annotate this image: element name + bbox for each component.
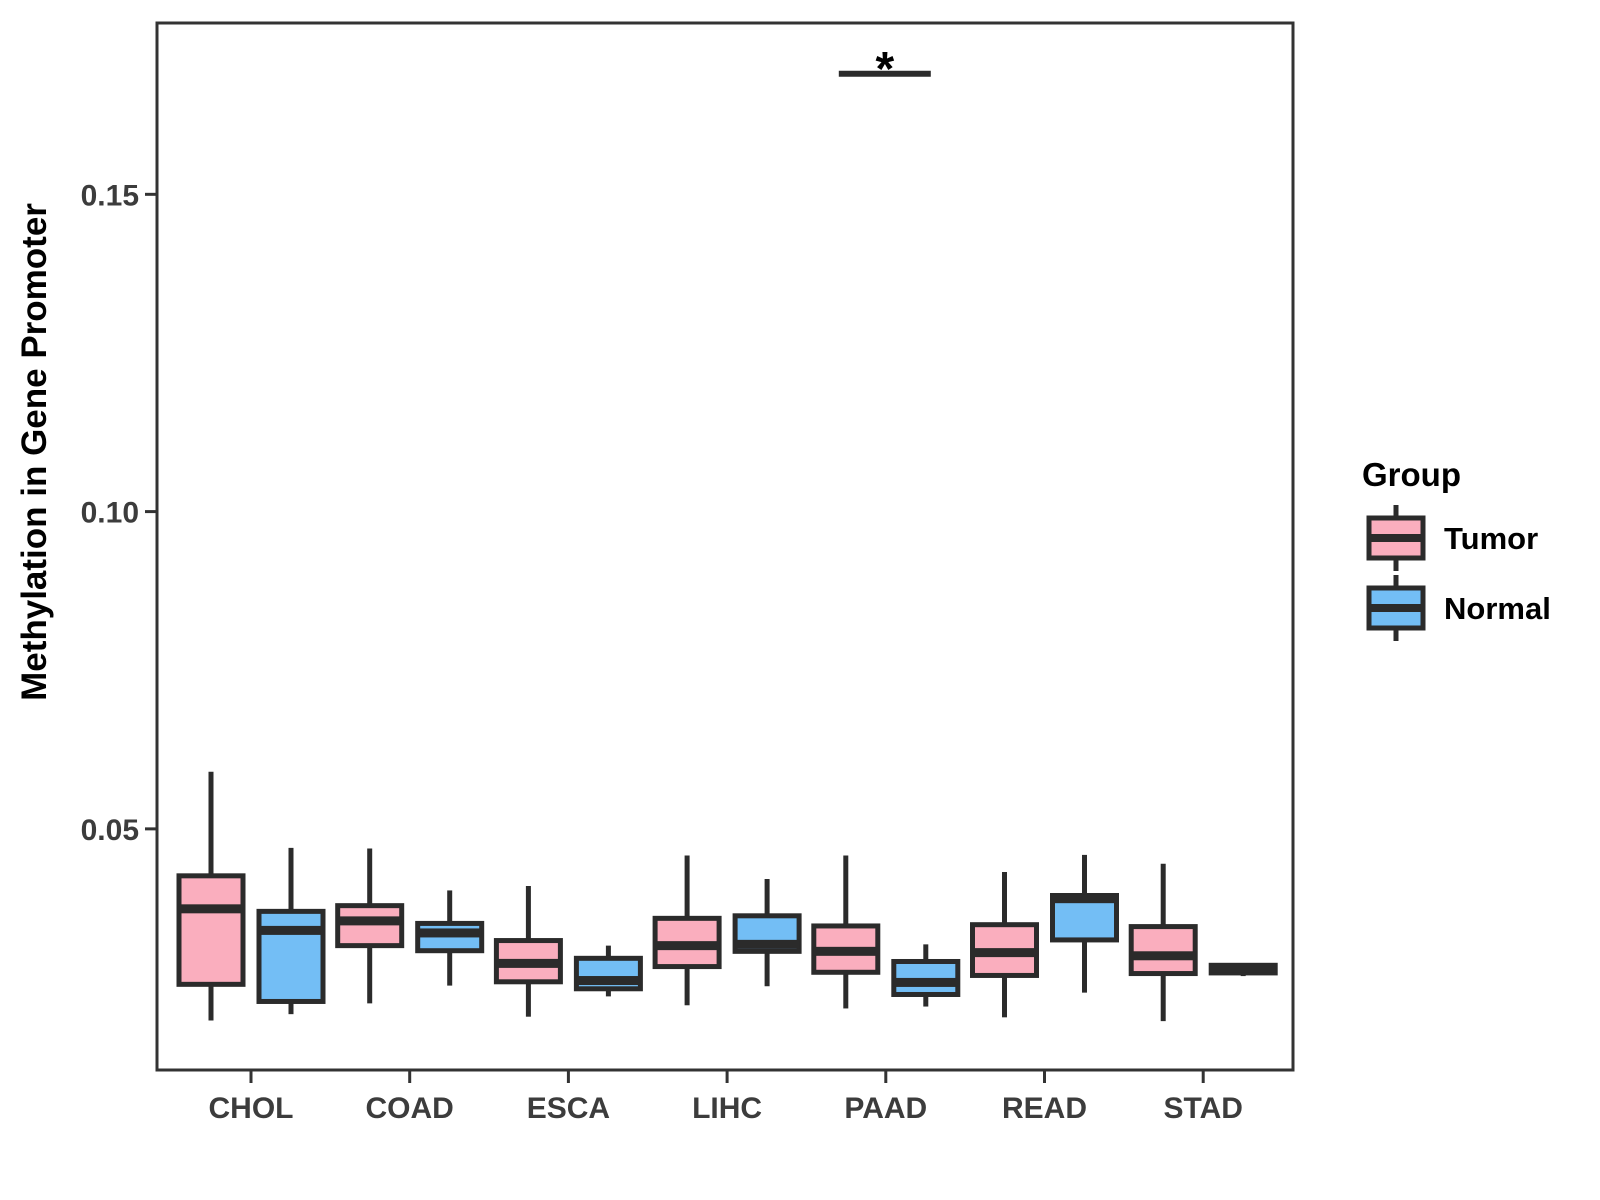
boxplot-coad-tumor-median xyxy=(337,916,402,926)
boxplot-stad-tumor-median xyxy=(1131,951,1196,961)
y-tick-label: 0.15 xyxy=(81,179,139,212)
boxplot-esca-normal-median xyxy=(576,976,641,986)
boxplot-esca-tumor-median xyxy=(496,958,561,968)
legend: Group Tumor Normal xyxy=(1362,456,1551,641)
legend-tumor-median xyxy=(1369,534,1423,542)
boxplot-lihc-normal-median xyxy=(735,939,800,949)
x-tick-label: CHOL xyxy=(209,1092,294,1125)
significance-star: * xyxy=(875,43,894,96)
boxplot-chol-tumor-box xyxy=(176,873,246,987)
y-axis-title: Methylation in Gene Promoter xyxy=(15,203,54,701)
x-tick-label: LIHC xyxy=(692,1092,762,1125)
legend-key-normal xyxy=(1366,575,1426,641)
x-tick-label: READ xyxy=(1002,1092,1087,1125)
boxplot-chol-tumor-median xyxy=(179,904,243,914)
x-tick-label: COAD xyxy=(366,1092,454,1125)
x-tick-label: STAD xyxy=(1163,1092,1242,1125)
x-tick-label: ESCA xyxy=(527,1092,610,1125)
legend-normal-median xyxy=(1369,604,1423,612)
legend-key-tumor xyxy=(1366,505,1426,571)
boxplot-lihc-tumor-median xyxy=(655,941,720,951)
boxplot-stad-tumor-box xyxy=(1128,924,1198,977)
boxplot-paad-tumor-median xyxy=(813,946,878,956)
plot-panel: 0.05 0.10 0.15 CHOL COAD ESCA LIHC PAAD READ STAD… xyxy=(81,21,1295,1125)
boxplot-chol-normal-box xyxy=(256,908,326,1004)
x-tick-label: PAAD xyxy=(844,1092,927,1125)
boxplot-read-normal-median xyxy=(1052,894,1117,904)
boxplot-coad-normal-median xyxy=(417,928,482,938)
y-tick-label: 0.10 xyxy=(81,497,139,530)
boxplot-chol-normal-median xyxy=(259,925,323,935)
legend-title: Group xyxy=(1362,456,1461,493)
panel-border xyxy=(155,21,1295,1072)
legend-label-tumor: Tumor xyxy=(1444,521,1538,556)
y-tick-label: 0.05 xyxy=(81,814,139,847)
boxplot-paad-normal-median xyxy=(893,977,958,987)
boxplot-stad-normal-median xyxy=(1211,963,1276,973)
legend-label-normal: Normal xyxy=(1444,591,1551,626)
boxplot-read-tumor-median xyxy=(972,948,1037,958)
boxplot-coad-tumor-box xyxy=(335,903,405,949)
